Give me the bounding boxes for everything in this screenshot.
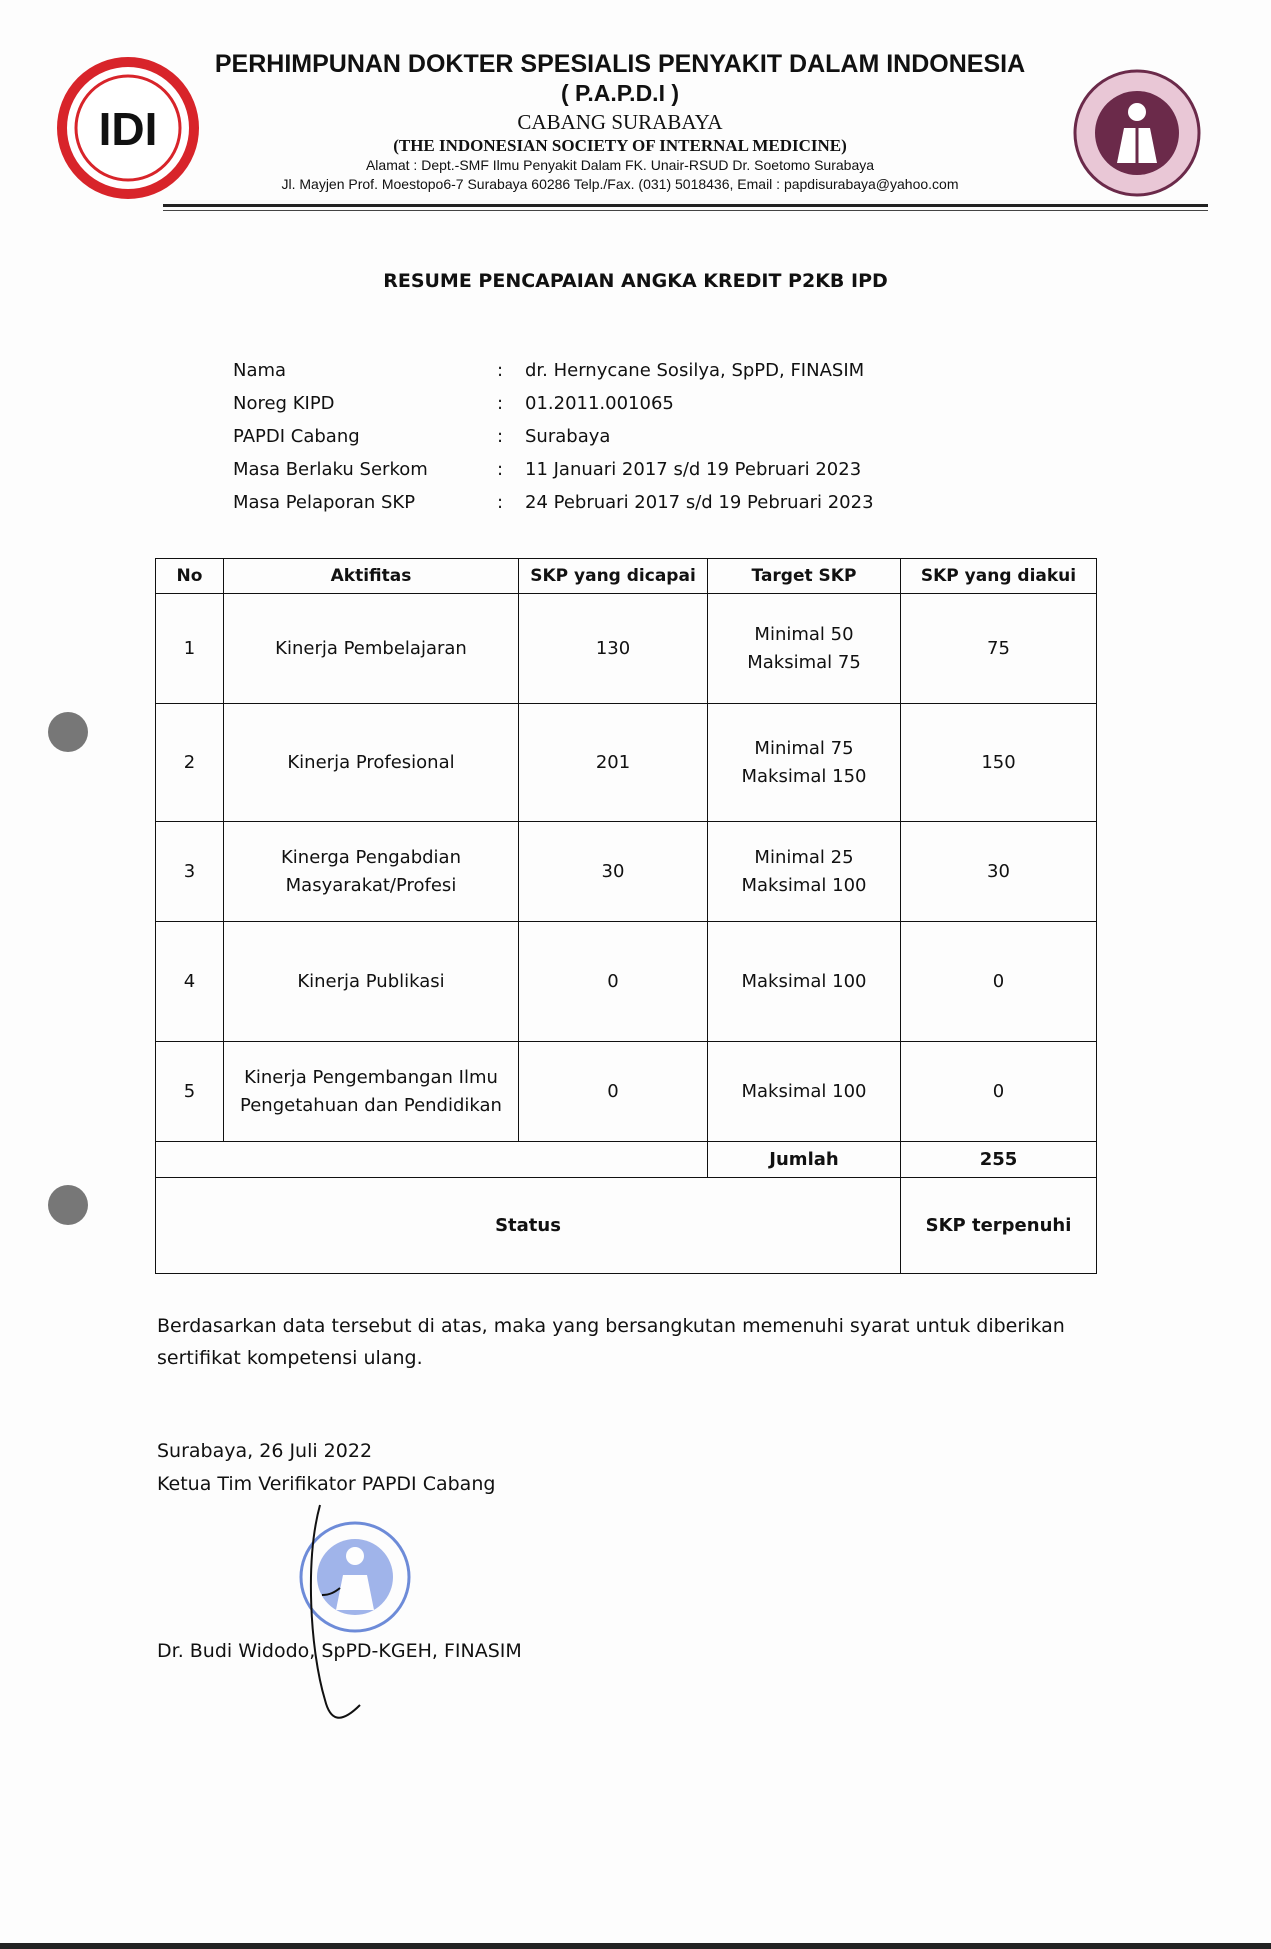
table-row: 5 Kinerja Pengembangan Ilmu Pengetahuan …: [155, 1041, 1097, 1142]
cell-recognized: 150: [900, 703, 1097, 822]
cell-recognized: 0: [900, 921, 1097, 1042]
svg-text:IDI: IDI: [99, 103, 158, 155]
cell-no: 4: [155, 921, 224, 1042]
idi-logo: IDI: [57, 57, 199, 199]
cell-achieved: 201: [518, 703, 708, 822]
target-max: Maksimal 75: [747, 651, 861, 673]
header-divider: [163, 204, 1208, 207]
status-label: Status: [155, 1177, 901, 1274]
cell-activity: Kinerja Pembelajaran: [223, 593, 519, 704]
address-line-1: Alamat : Dept.-SMF Ilmu Penyakit Dalam F…: [365, 157, 875, 173]
header-recognized: SKP yang diakui: [900, 558, 1097, 594]
table-header-row: No Aktifitas SKP yang dicapai Target SKP…: [155, 558, 1097, 594]
cell-achieved: 130: [518, 593, 708, 704]
place-date: Surabaya, 26 Juli 2022: [157, 1440, 373, 1462]
papdi-seal: [1072, 68, 1202, 198]
table-row: 2 Kinerja Profesional 201 Minimal 75 Maks…: [155, 703, 1097, 822]
header-activity: Aktifitas: [223, 558, 519, 594]
colon: :: [497, 459, 504, 480]
cell-achieved: 0: [518, 1041, 708, 1142]
cell-no: 3: [155, 821, 224, 922]
info-label: Noreg KIPD: [233, 393, 335, 414]
info-value: 11 Januari 2017 s/d 19 Pebruari 2023: [525, 459, 862, 480]
cell-no: 2: [155, 703, 224, 822]
org-name: PERHIMPUNAN DOKTER SPESIALIS PENYAKIT DA…: [214, 50, 1026, 78]
status-row: Status SKP terpenuhi: [155, 1177, 1097, 1274]
cell-achieved: 30: [518, 821, 708, 922]
scan-edge: [0, 1943, 1271, 1949]
table-row: 3 Kinerga Pengabdian Masyarakat/Profesi …: [155, 821, 1097, 922]
colon: :: [497, 360, 504, 381]
org-english: (THE INDONESIAN SOCIETY OF INTERNAL MEDI…: [393, 136, 847, 155]
status-value: SKP terpenuhi: [900, 1177, 1097, 1274]
colon: :: [497, 426, 504, 447]
total-row: Jumlah 255: [155, 1141, 1097, 1178]
target-min: Minimal 75: [754, 737, 854, 759]
target-min: Minimal 25: [754, 846, 854, 868]
punch-hole: [48, 1185, 88, 1225]
info-label: Masa Pelaporan SKP: [233, 492, 416, 513]
cell-no: 5: [155, 1041, 224, 1142]
signer-role: Ketua Tim Verifikator PAPDI Cabang: [157, 1473, 496, 1495]
skp-table: No Aktifitas SKP yang dicapai Target SKP…: [155, 558, 1097, 1274]
info-value: Surabaya: [525, 426, 611, 447]
info-label: Masa Berlaku Serkom: [233, 459, 428, 480]
colon: :: [497, 492, 504, 513]
info-value: dr. Hernycane Sosilya, SpPD, FINASIM: [525, 360, 865, 381]
header-divider-thin: [163, 210, 1208, 211]
cell-activity: Kinerja Pengembangan Ilmu Pengetahuan da…: [223, 1041, 519, 1142]
signature-mark: [300, 1500, 370, 1740]
target-max: Maksimal 100: [741, 874, 867, 896]
info-label: PAPDI Cabang: [233, 426, 360, 447]
cell-achieved: 0: [518, 921, 708, 1042]
info-label: Nama: [233, 360, 287, 381]
official-stamp: [298, 1520, 413, 1635]
cell-activity: Kinerja Profesional: [223, 703, 519, 822]
total-label: Jumlah: [707, 1141, 901, 1178]
info-value: 24 Pebruari 2017 s/d 19 Pebruari 2023: [525, 492, 874, 513]
cell-activity: Kinerga Pengabdian Masyarakat/Profesi: [223, 821, 519, 922]
branch-name: CABANG SURABAYA: [517, 110, 723, 134]
colon: :: [497, 393, 504, 414]
table-row: 4 Kinerja Publikasi 0 Maksimal 100 0: [155, 921, 1097, 1042]
cell-recognized: 0: [900, 1041, 1097, 1142]
conclusion-text: Berdasarkan data tersebut di atas, maka …: [157, 1315, 1065, 1370]
cell-target: Minimal 25 Maksimal 100: [707, 821, 901, 922]
cell-target: Minimal 50 Maksimal 75: [707, 593, 901, 704]
target-max: Maksimal 150: [741, 765, 867, 787]
cell-activity: Kinerja Publikasi: [223, 921, 519, 1042]
cell-target: Maksimal 100: [707, 1041, 901, 1142]
cell-no: 1: [155, 593, 224, 704]
org-abbr: ( P.A.P.D.I ): [560, 80, 680, 106]
cell-recognized: 75: [900, 593, 1097, 704]
cell-recognized: 30: [900, 821, 1097, 922]
total-value: 255: [900, 1141, 1097, 1178]
header-achieved: SKP yang dicapai: [518, 558, 708, 594]
address-line-2: Jl. Mayjen Prof. Moestopo6-7 Surabaya 60…: [281, 176, 959, 192]
header-target: Target SKP: [707, 558, 901, 594]
document-title: RESUME PENCAPAIAN ANGKA KREDIT P2KB IPD: [383, 270, 888, 292]
cell-target: Minimal 75 Maksimal 150: [707, 703, 901, 822]
signer-name: Dr. Budi Widodo, SpPD-KGEH, FINASIM: [157, 1640, 522, 1662]
table-row: 1 Kinerja Pembelajaran 130 Minimal 50 Mak…: [155, 593, 1097, 704]
total-spacer: [155, 1141, 708, 1178]
punch-hole: [48, 712, 88, 752]
header-no: No: [155, 558, 224, 594]
target-min: Minimal 50: [754, 623, 854, 645]
info-value: 01.2011.001065: [525, 393, 674, 414]
cell-target: Maksimal 100: [707, 921, 901, 1042]
